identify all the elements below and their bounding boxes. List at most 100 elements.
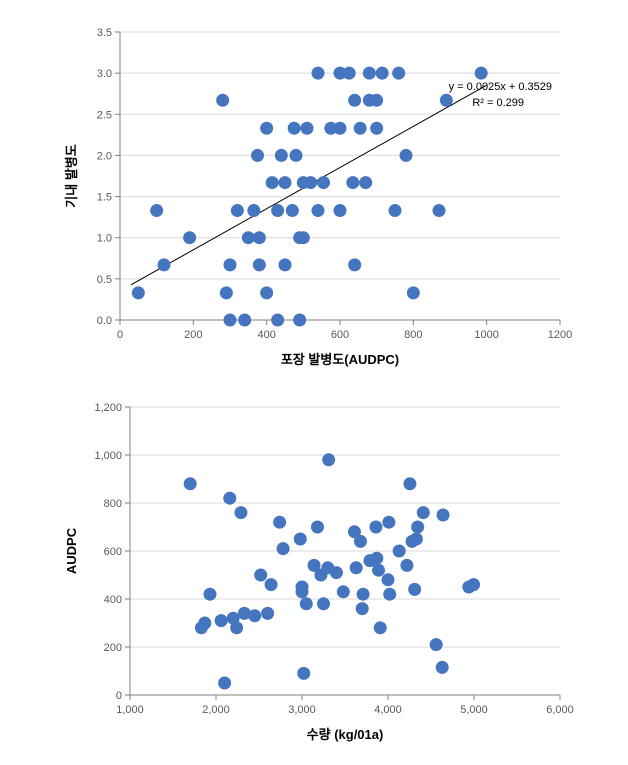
data-point xyxy=(317,176,330,189)
data-point xyxy=(215,614,228,627)
data-point xyxy=(374,621,387,634)
y-tick-label: 1,200 xyxy=(94,402,122,414)
data-point xyxy=(275,149,288,162)
data-point xyxy=(311,521,324,534)
data-point xyxy=(288,122,301,135)
y-tick-label: 800 xyxy=(104,498,122,510)
data-point xyxy=(223,492,236,505)
data-point xyxy=(251,149,264,162)
data-point xyxy=(343,67,356,80)
data-point xyxy=(271,314,284,327)
data-point xyxy=(198,617,211,630)
data-point xyxy=(260,286,273,299)
data-point xyxy=(216,94,229,107)
data-point xyxy=(231,204,244,217)
data-point xyxy=(334,204,347,217)
data-point xyxy=(370,94,383,107)
data-point xyxy=(334,122,347,135)
data-point xyxy=(389,204,402,217)
data-point xyxy=(376,67,389,80)
data-point xyxy=(286,204,299,217)
data-point xyxy=(277,542,290,555)
x-tick-label: 1,000 xyxy=(116,704,144,716)
data-point xyxy=(296,581,309,594)
data-point xyxy=(253,258,266,271)
data-point xyxy=(271,204,284,217)
data-point xyxy=(370,122,383,135)
x-tick-label: 2,000 xyxy=(202,704,230,716)
x-tick-label: 200 xyxy=(184,329,202,341)
data-point xyxy=(400,559,413,572)
data-point xyxy=(411,521,424,534)
x-tick-label: 800 xyxy=(404,329,422,341)
y-tick-label: 2.5 xyxy=(97,109,112,121)
data-point xyxy=(312,67,325,80)
data-point xyxy=(248,609,261,622)
data-point xyxy=(430,638,443,651)
data-point xyxy=(266,176,279,189)
y-tick-label: 3.0 xyxy=(97,68,112,80)
data-point xyxy=(410,533,423,546)
data-point xyxy=(300,597,313,610)
data-point xyxy=(436,661,449,674)
data-point xyxy=(359,176,372,189)
data-point xyxy=(220,286,233,299)
data-point xyxy=(382,516,395,529)
y-axis-label: 기내 발병도 xyxy=(64,144,79,207)
data-point xyxy=(297,667,310,680)
data-point xyxy=(382,573,395,586)
data-point xyxy=(407,286,420,299)
data-point xyxy=(417,506,430,519)
data-point xyxy=(330,566,343,579)
data-point xyxy=(369,521,382,534)
data-point xyxy=(393,545,406,558)
data-point xyxy=(301,122,314,135)
x-tick-label: 1000 xyxy=(474,329,498,341)
data-point xyxy=(279,176,292,189)
data-point xyxy=(403,477,416,490)
y-tick-label: 1.0 xyxy=(97,233,112,245)
data-point xyxy=(383,588,396,601)
data-point xyxy=(203,588,216,601)
data-point xyxy=(273,516,286,529)
data-point xyxy=(348,258,361,271)
x-tick-label: 600 xyxy=(331,329,349,341)
data-point xyxy=(312,204,325,217)
data-point xyxy=(370,552,383,565)
data-point xyxy=(363,67,376,80)
x-tick-label: 4,000 xyxy=(374,704,402,716)
data-point xyxy=(322,453,335,466)
data-point xyxy=(346,176,359,189)
data-point xyxy=(317,597,330,610)
x-tick-label: 1200 xyxy=(548,329,572,341)
data-point xyxy=(356,602,369,615)
x-tick-label: 3,000 xyxy=(288,704,316,716)
data-point xyxy=(230,621,243,634)
data-point xyxy=(354,122,367,135)
y-tick-label: 600 xyxy=(104,546,122,558)
x-tick-label: 5,000 xyxy=(460,704,488,716)
x-tick-label: 400 xyxy=(257,329,275,341)
data-point xyxy=(357,588,370,601)
data-point xyxy=(261,607,274,620)
y-tick-label: 0 xyxy=(116,690,122,702)
data-point xyxy=(440,94,453,107)
data-point xyxy=(158,258,171,271)
data-point xyxy=(337,585,350,598)
data-point xyxy=(354,535,367,548)
regression-r2: R² = 0.299 xyxy=(472,97,524,109)
y-tick-label: 0.0 xyxy=(97,315,112,327)
x-axis-label: 포장 발병도(AUDPC) xyxy=(281,352,399,367)
x-tick-label: 6,000 xyxy=(546,704,574,716)
data-point xyxy=(150,204,163,217)
y-tick-label: 200 xyxy=(104,642,122,654)
data-point xyxy=(184,477,197,490)
data-point xyxy=(279,258,292,271)
data-point xyxy=(467,578,480,591)
data-point xyxy=(304,176,317,189)
y-tick-label: 3.5 xyxy=(97,27,112,39)
data-point xyxy=(224,258,237,271)
y-tick-label: 1.5 xyxy=(97,192,112,204)
regression-equation: y = 0.0025x + 0.3529 xyxy=(449,81,552,93)
y-axis-label: AUDPC xyxy=(64,527,79,574)
